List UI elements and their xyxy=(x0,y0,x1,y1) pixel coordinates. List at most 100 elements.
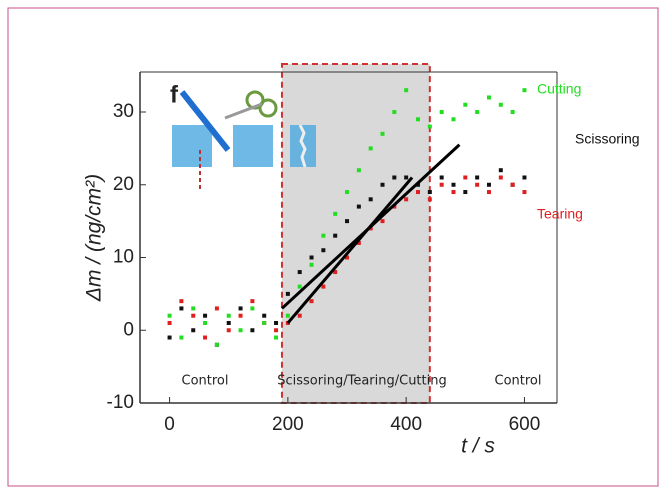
point xyxy=(309,255,314,260)
point xyxy=(510,110,515,115)
point xyxy=(498,175,503,180)
series-label: Scissoring xyxy=(575,131,640,147)
point xyxy=(404,197,409,202)
point xyxy=(356,168,361,173)
point xyxy=(262,320,267,325)
point xyxy=(321,284,326,289)
point xyxy=(427,190,432,195)
point xyxy=(250,306,255,311)
point xyxy=(274,320,279,325)
point xyxy=(226,313,231,318)
series-label: Tearing xyxy=(537,206,583,222)
point xyxy=(191,328,196,333)
point xyxy=(309,262,314,267)
point xyxy=(297,313,302,318)
point xyxy=(167,313,172,318)
point xyxy=(179,335,184,340)
point xyxy=(250,328,255,333)
point xyxy=(191,306,196,311)
x-tick-label: 0 xyxy=(164,414,175,435)
point xyxy=(486,95,491,100)
point xyxy=(274,328,279,333)
point xyxy=(404,88,409,93)
x-axis-label: t / s xyxy=(461,435,495,458)
point xyxy=(297,270,302,275)
point xyxy=(333,233,338,238)
y-tick-label: 0 xyxy=(123,319,134,340)
point xyxy=(345,190,350,195)
point xyxy=(522,175,527,180)
point xyxy=(498,102,503,107)
point xyxy=(463,175,468,180)
point xyxy=(191,313,196,318)
point xyxy=(226,328,231,333)
point xyxy=(274,335,279,340)
point xyxy=(475,110,480,115)
point xyxy=(309,299,314,304)
panel-label: f xyxy=(170,81,179,108)
x-tick-label: 200 xyxy=(272,414,304,435)
y-axis-label: Δm / (ng/cm²) xyxy=(83,174,106,302)
point xyxy=(475,182,480,187)
point xyxy=(356,240,361,245)
point xyxy=(167,335,172,340)
point xyxy=(380,219,385,224)
point xyxy=(439,110,444,115)
point xyxy=(321,248,326,253)
series-label: Cutting xyxy=(537,81,581,97)
point xyxy=(416,190,420,195)
point xyxy=(297,284,302,289)
point xyxy=(368,197,373,202)
point xyxy=(214,306,219,311)
point xyxy=(392,175,397,180)
point xyxy=(226,320,231,325)
point xyxy=(321,233,326,238)
point xyxy=(439,175,444,180)
point xyxy=(203,335,208,340)
point xyxy=(179,299,184,304)
point xyxy=(214,342,219,347)
point xyxy=(451,190,456,195)
point xyxy=(356,204,361,209)
x-tick-label: 600 xyxy=(509,414,541,435)
point xyxy=(498,168,503,173)
point xyxy=(333,211,338,216)
point xyxy=(333,270,338,275)
y-tick-label: -10 xyxy=(107,392,134,413)
point xyxy=(392,110,397,115)
point xyxy=(475,175,480,180)
point xyxy=(368,146,373,151)
point xyxy=(250,299,255,304)
point xyxy=(167,320,172,325)
point xyxy=(285,291,290,296)
point xyxy=(404,175,409,180)
point xyxy=(345,219,350,224)
fit-line xyxy=(286,176,414,324)
y-tick-label: 20 xyxy=(113,174,134,195)
point xyxy=(285,313,290,318)
point xyxy=(522,190,527,195)
shaded-region xyxy=(280,63,431,404)
point xyxy=(238,328,243,333)
point xyxy=(463,190,468,195)
icons xyxy=(172,90,316,190)
point xyxy=(238,313,243,318)
point xyxy=(427,124,432,129)
point xyxy=(439,182,444,187)
point xyxy=(179,306,184,311)
point xyxy=(463,102,468,107)
point xyxy=(203,313,208,318)
point xyxy=(416,117,420,122)
y-tick-label: 30 xyxy=(113,101,134,122)
point xyxy=(238,306,243,311)
point xyxy=(451,117,456,122)
frame xyxy=(7,7,659,487)
point xyxy=(486,182,491,187)
point xyxy=(451,182,456,187)
point xyxy=(380,131,385,136)
point xyxy=(380,182,385,187)
y-tick-label: 10 xyxy=(113,247,134,268)
point xyxy=(262,313,267,318)
annotation: Control xyxy=(495,374,542,389)
